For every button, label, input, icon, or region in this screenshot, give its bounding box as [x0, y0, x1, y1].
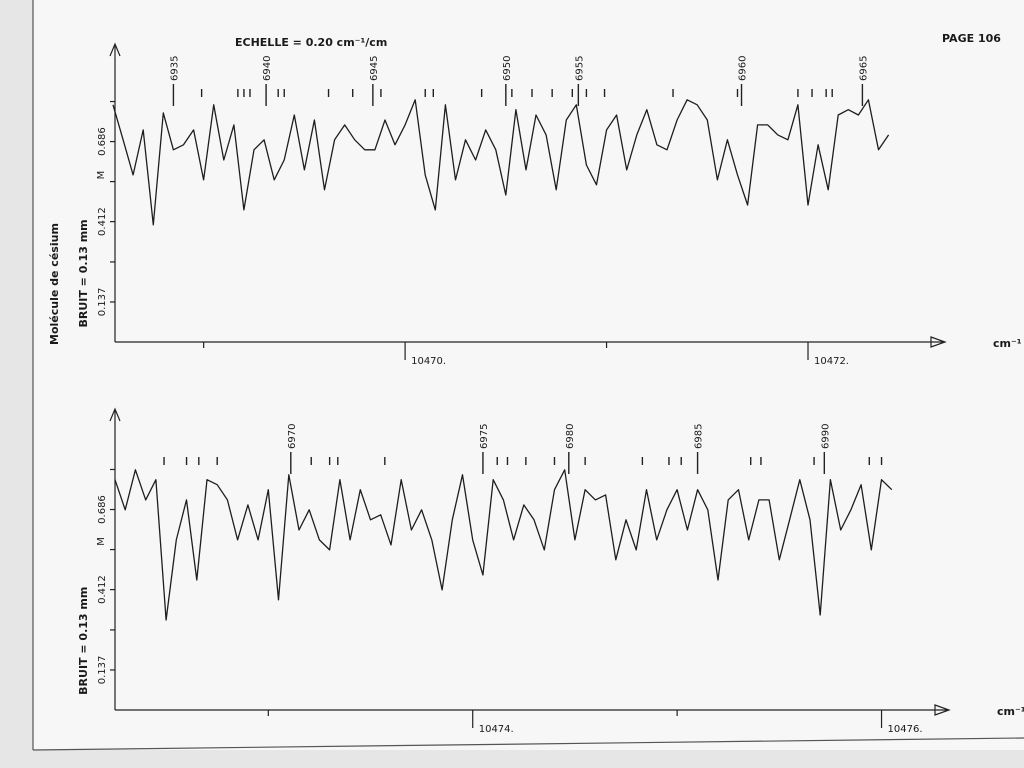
spectrum-trace — [112, 99, 890, 226]
assignment-label: 6950 — [502, 56, 513, 81]
x-tick-label: 10470. — [411, 356, 446, 367]
assignment-label: 6935 — [169, 56, 180, 81]
y-tick-label: 0.412 — [97, 575, 108, 604]
y-tick-label: 0.686 — [97, 495, 108, 524]
y-axis — [109, 407, 121, 710]
paper — [33, 0, 1024, 750]
molecule-label: Molécule de césium — [48, 223, 61, 345]
y-unit: M — [96, 171, 107, 180]
paper-edge — [32, 737, 1024, 751]
x-tick-label: 10472. — [814, 356, 849, 367]
y-label: BRUIT = 0.13 mm — [77, 587, 90, 695]
assignment-label: 6985 — [694, 424, 705, 449]
spectrum-trace — [114, 469, 893, 621]
assignment-label: 6940 — [262, 56, 273, 81]
y-label: BRUIT = 0.13 mm — [77, 219, 90, 327]
x-label: cm⁻¹ — [997, 705, 1024, 718]
assignment-label: 6980 — [565, 424, 576, 449]
scale-note: ECHELLE = 0.20 cm⁻¹/cm — [235, 36, 387, 49]
y-axis — [109, 42, 121, 342]
y-unit: M — [96, 537, 107, 546]
assignment-label: 6990 — [820, 424, 831, 449]
x-label: cm⁻¹ — [993, 337, 1022, 350]
assignment-label: 6970 — [287, 424, 298, 449]
y-tick-label: 0.137 — [97, 288, 108, 317]
assignment-label: 6960 — [738, 56, 749, 81]
x-tick-label: 10476. — [888, 724, 923, 735]
assignment-label: 6955 — [574, 56, 585, 81]
x-axis — [115, 704, 951, 716]
y-tick-label: 0.137 — [97, 656, 108, 685]
assignment-label: 6965 — [858, 56, 869, 81]
x-tick-label: 10474. — [479, 724, 514, 735]
x-axis — [115, 336, 947, 348]
y-tick-label: 0.686 — [97, 127, 108, 156]
y-tick-label: 0.412 — [97, 207, 108, 236]
assignment-label: 6945 — [369, 56, 380, 81]
assignment-label: 6975 — [479, 424, 490, 449]
page-number: PAGE 106 — [942, 32, 1001, 45]
